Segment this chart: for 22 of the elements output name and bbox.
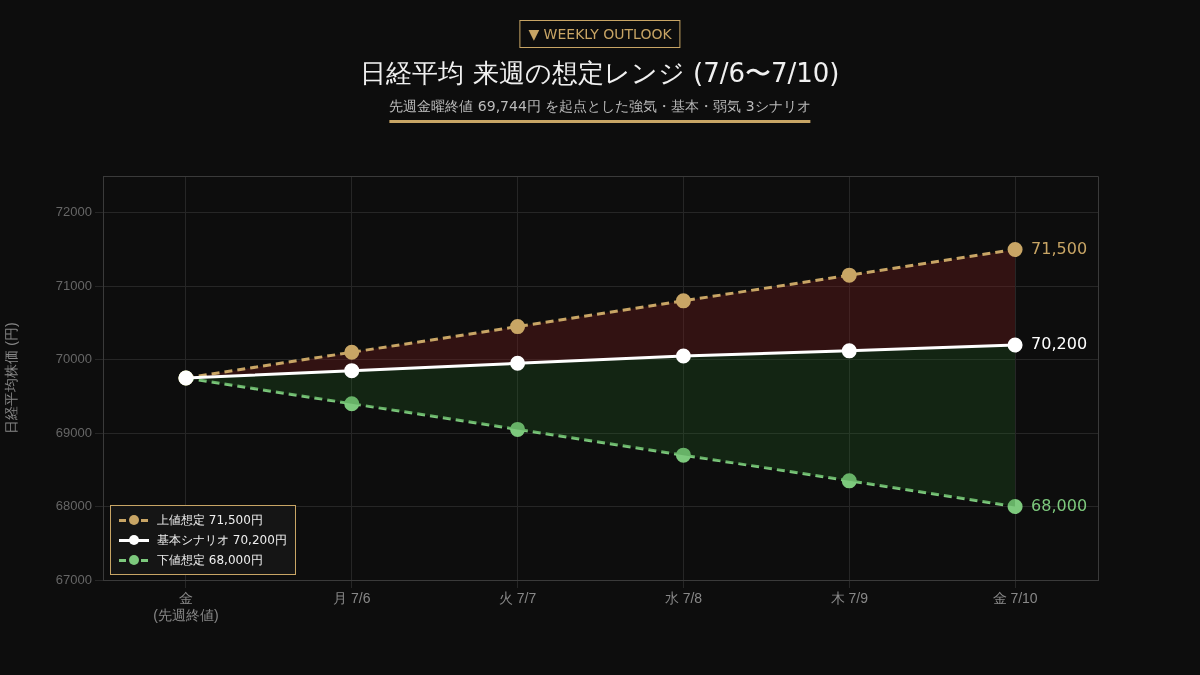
y-tick-label: 70000 <box>55 351 92 367</box>
x-tick-label: 木 7/9 <box>830 590 869 607</box>
data-label: 71,500 <box>1031 238 1088 258</box>
text: ▼ WEEKLY OUTLOOK <box>519 20 681 48</box>
chart-subtitle: 先週金曜終値 69,744円 を起点とした強気・基本・弱気 3シナリオ <box>389 98 811 123</box>
x-tick-label: 火 7/7 <box>498 590 537 607</box>
x-tick-label: 水 7/8 <box>664 590 703 607</box>
legend-label: 下値想定 68,000円 <box>157 551 263 569</box>
legend-label: 上値想定 71,500円 <box>157 511 263 529</box>
y-tick-label: 67000 <box>55 571 92 587</box>
y-tick-label: 69000 <box>55 424 92 440</box>
x-tick-label: 月 7/6 <box>333 590 371 607</box>
chart-title: 日経平均 来週の想定レンジ (7/6〜7/10) <box>359 57 841 90</box>
x-tick-label: 金 (先週終値) <box>153 590 219 624</box>
data-label: 68,000 <box>1031 495 1088 515</box>
x-tick-label: 金 7/10 <box>992 590 1038 607</box>
y-axis-title: 日経平均株価 (円) <box>3 322 20 434</box>
data-label: 70,200 <box>1031 334 1088 354</box>
y-tick-label: 71000 <box>55 277 92 293</box>
legend-label: 基本シナリオ 70,200円 <box>157 531 287 549</box>
y-tick-label: 72000 <box>55 204 92 220</box>
y-tick-label: 68000 <box>55 498 92 514</box>
